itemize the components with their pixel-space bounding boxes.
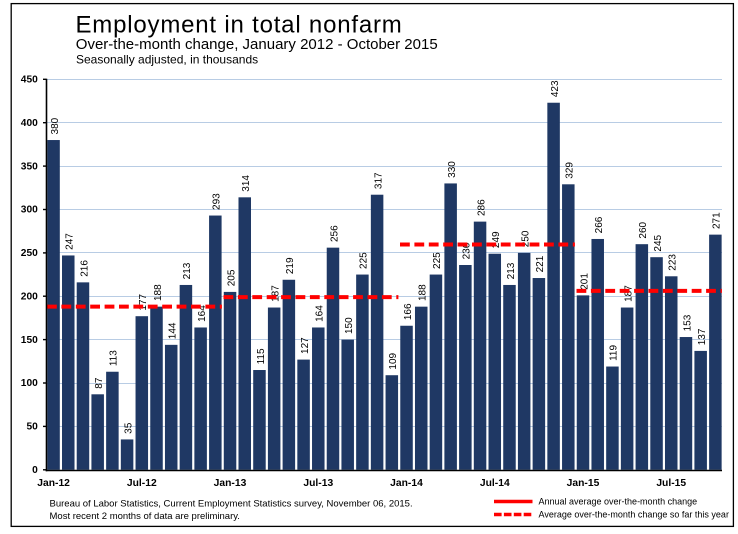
svg-text:Most recent 2 months of data a: Most recent 2 months of data are prelimi… xyxy=(50,511,240,522)
svg-text:300: 300 xyxy=(21,205,38,216)
svg-text:150: 150 xyxy=(344,317,355,334)
svg-text:314: 314 xyxy=(241,175,252,192)
svg-text:247: 247 xyxy=(65,233,76,250)
svg-text:166: 166 xyxy=(403,303,414,320)
svg-text:350: 350 xyxy=(21,161,38,172)
svg-text:Over-the-month change, January: Over-the-month change, January 2012 - Oc… xyxy=(76,36,438,53)
svg-text:Bureau of Labor Statistics, Cu: Bureau of Labor Statistics, Current Empl… xyxy=(50,499,413,510)
svg-text:187: 187 xyxy=(270,285,281,302)
svg-text:249: 249 xyxy=(491,231,502,248)
svg-text:250: 250 xyxy=(520,230,531,247)
svg-text:423: 423 xyxy=(550,80,561,97)
svg-text:127: 127 xyxy=(300,337,311,354)
svg-text:450: 450 xyxy=(21,75,38,86)
svg-text:Jan-14: Jan-14 xyxy=(390,478,423,489)
svg-text:223: 223 xyxy=(668,254,679,271)
svg-text:250: 250 xyxy=(21,248,38,259)
svg-text:Jul-14: Jul-14 xyxy=(480,478,510,489)
svg-text:35: 35 xyxy=(123,422,134,434)
svg-text:188: 188 xyxy=(153,284,164,301)
svg-text:Jan-12: Jan-12 xyxy=(37,478,70,489)
svg-text:201: 201 xyxy=(579,273,590,290)
svg-text:205: 205 xyxy=(226,269,237,286)
svg-text:Jul-15: Jul-15 xyxy=(656,478,686,489)
svg-text:177: 177 xyxy=(138,293,149,310)
svg-text:245: 245 xyxy=(653,234,664,251)
svg-text:119: 119 xyxy=(609,345,620,361)
svg-text:293: 293 xyxy=(212,193,223,210)
svg-text:87: 87 xyxy=(94,377,105,389)
svg-text:225: 225 xyxy=(432,252,443,269)
svg-text:109: 109 xyxy=(388,352,399,369)
svg-text:256: 256 xyxy=(329,225,340,242)
svg-text:113: 113 xyxy=(109,350,120,366)
svg-text:216: 216 xyxy=(79,260,90,277)
svg-text:Average over-the-month change: Average over-the-month change so far thi… xyxy=(539,510,729,520)
svg-text:271: 271 xyxy=(712,212,723,229)
svg-text:329: 329 xyxy=(565,162,576,179)
svg-text:213: 213 xyxy=(182,262,193,279)
svg-text:137: 137 xyxy=(697,328,708,345)
svg-text:225: 225 xyxy=(359,252,370,269)
svg-text:200: 200 xyxy=(21,291,38,302)
svg-text:Seasonally adjusted, in thousa: Seasonally adjusted, in thousands xyxy=(76,53,258,67)
svg-text:164: 164 xyxy=(315,305,326,322)
svg-text:260: 260 xyxy=(638,221,649,238)
svg-text:0: 0 xyxy=(32,465,38,476)
svg-text:Jan-15: Jan-15 xyxy=(567,478,600,489)
svg-text:153: 153 xyxy=(682,314,693,331)
svg-text:100: 100 xyxy=(21,378,38,389)
svg-text:50: 50 xyxy=(26,422,38,433)
svg-text:266: 266 xyxy=(594,216,605,233)
svg-text:144: 144 xyxy=(168,322,179,339)
svg-text:380: 380 xyxy=(50,117,61,134)
svg-text:Jul-12: Jul-12 xyxy=(127,478,157,489)
svg-text:236: 236 xyxy=(462,242,473,259)
svg-text:Jul-13: Jul-13 xyxy=(303,478,333,489)
svg-text:219: 219 xyxy=(285,257,296,274)
svg-text:400: 400 xyxy=(21,118,38,129)
svg-text:Employment in total nonfarm: Employment in total nonfarm xyxy=(76,12,403,39)
svg-text:115: 115 xyxy=(256,348,267,364)
svg-text:187: 187 xyxy=(623,285,634,302)
svg-text:317: 317 xyxy=(373,172,384,189)
svg-text:188: 188 xyxy=(418,284,429,301)
svg-text:150: 150 xyxy=(21,335,38,346)
svg-text:221: 221 xyxy=(535,255,546,272)
svg-text:164: 164 xyxy=(197,305,208,322)
svg-text:213: 213 xyxy=(506,262,517,279)
svg-text:330: 330 xyxy=(447,161,458,178)
svg-text:Jan-13: Jan-13 xyxy=(214,478,247,489)
svg-text:Annual average over-the-month: Annual average over-the-month change xyxy=(539,497,698,507)
svg-text:286: 286 xyxy=(476,199,487,216)
